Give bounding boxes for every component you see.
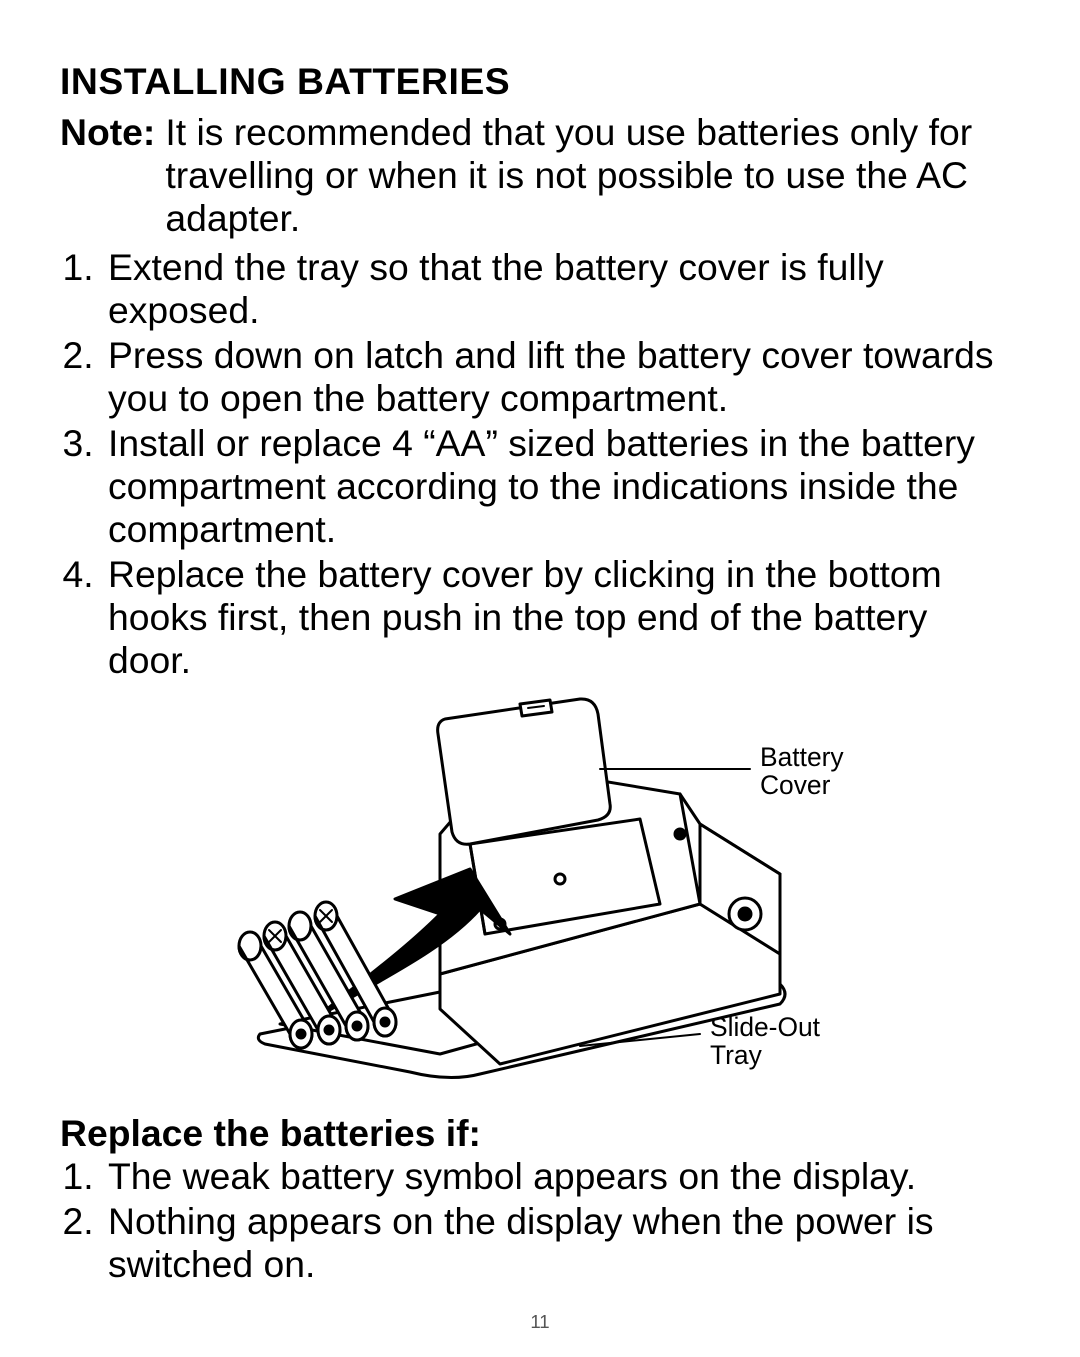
list-item: Extend the tray so that the battery cove… [104,246,1020,332]
replace-conditions-list: The weak battery symbol appears on the d… [60,1155,1020,1286]
note-block: Note: It is recommended that you use bat… [60,111,1020,240]
label-battery-cover-line1: Battery [760,742,844,772]
battery-install-diagram: Battery Cover Slide-Out Tray [140,674,920,1104]
page-number: 11 [0,1311,1080,1333]
list-item: Install or replace 4 “AA” sized batterie… [104,422,1020,551]
document-page: Installing Batteries Note: It is recomme… [0,0,1080,1357]
label-battery-cover-line2: Cover [760,770,831,800]
step-text: Press down on latch and lift the battery… [108,334,994,419]
list-item: The weak battery symbol appears on the d… [104,1155,1020,1198]
note-label: Note: [60,111,165,154]
section-heading: Installing Batteries [60,60,1020,103]
list-item: Nothing appears on the display when the … [104,1200,1020,1286]
replace-text: Nothing appears on the display when the … [108,1200,934,1285]
subsection-heading: Replace the batteries if: [60,1112,1020,1155]
step-text: Install or replace 4 “AA” sized batterie… [108,422,975,550]
label-slide-out-line1: Slide-Out [710,1012,821,1042]
figure-container: Battery Cover Slide-Out Tray [60,674,1020,1104]
list-item: Replace the battery cover by clicking in… [104,553,1020,682]
label-slide-out-line2: Tray [710,1040,763,1070]
step-text: Replace the battery cover by clicking in… [108,553,942,681]
step-text: Extend the tray so that the battery cove… [108,246,884,331]
install-steps-list: Extend the tray so that the battery cove… [60,246,1020,682]
list-item: Press down on latch and lift the battery… [104,334,1020,420]
note-text: It is recommended that you use batteries… [165,111,1020,240]
replace-text: The weak battery symbol appears on the d… [108,1155,916,1197]
